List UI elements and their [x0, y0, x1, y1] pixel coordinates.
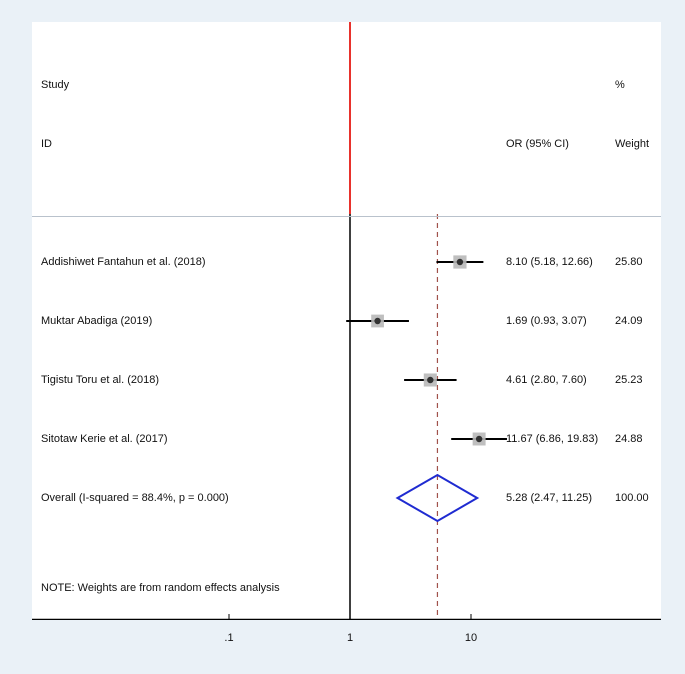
study-ci-text: 4.61 (2.80, 7.60) — [506, 374, 587, 386]
study-point — [456, 258, 464, 266]
forest-plot: Study ID OR (95% CI) % Weight Addishiwet… — [32, 22, 661, 620]
study-label: Muktar Abadiga (2019) — [41, 315, 153, 327]
study-weight-text: 25.80 — [615, 256, 643, 268]
header-or-ci: OR (95% CI) — [506, 138, 569, 150]
overall-label: Overall (I-squared = 88.4%, p = 0.000) — [41, 492, 229, 504]
study-label: Tigistu Toru et al. (2018) — [41, 374, 160, 386]
study-label: Sitotaw Kerie et al. (2017) — [41, 433, 168, 445]
study-point — [374, 317, 381, 325]
x-tick-label: 1 — [346, 632, 354, 644]
study-weight-text: 24.88 — [615, 433, 643, 445]
header-separator — [32, 216, 661, 217]
note-text: NOTE: Weights are from random effects an… — [41, 582, 280, 594]
header-percent: % — [615, 79, 625, 91]
overall-weight-text: 100.00 — [615, 492, 649, 504]
x-tick-label: .1 — [224, 632, 234, 644]
study-point — [475, 435, 483, 443]
header-study: Study — [41, 79, 70, 91]
study-ci-text: 1.69 (0.93, 3.07) — [506, 315, 587, 327]
forest-plot-svg — [32, 22, 661, 620]
study-weight-text: 24.09 — [615, 315, 643, 327]
header-id: ID — [41, 138, 52, 150]
study-weight-text: 25.23 — [615, 374, 643, 386]
overall-ci-text: 5.28 (2.47, 11.25) — [506, 492, 593, 504]
study-ci-text: 11.67 (6.86, 19.83) — [506, 433, 599, 445]
study-point — [427, 376, 434, 384]
study-ci-text: 8.10 (5.18, 12.66) — [506, 256, 593, 268]
study-label: Addishiwet Fantahun et al. (2018) — [41, 256, 206, 268]
header-weight: Weight — [615, 138, 650, 150]
overall-diamond — [395, 473, 480, 523]
x-tick-label: 10 — [464, 632, 478, 644]
